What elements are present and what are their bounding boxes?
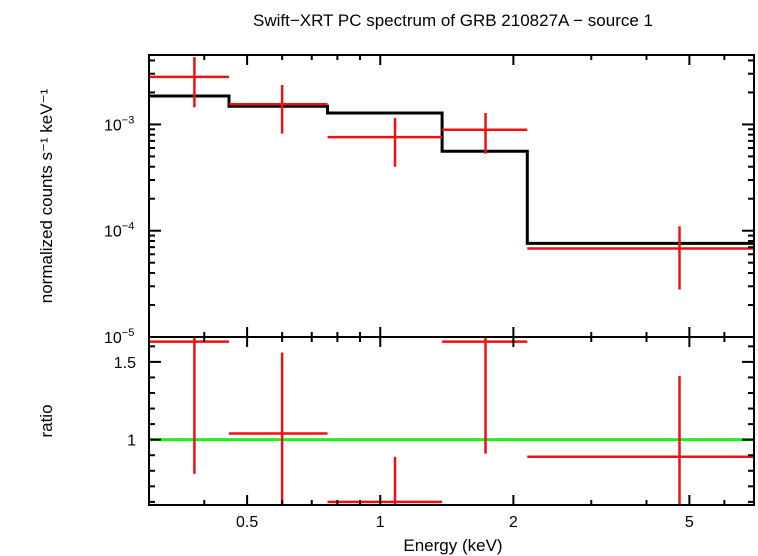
energy-x-tick-label-2: 2	[509, 514, 518, 531]
ratio-y-tick-label-0: 1	[127, 433, 136, 450]
spectrum-frame	[148, 54, 755, 338]
energy-x-tick-labels: 0.5 1 2 5	[236, 514, 694, 531]
ratio-y-tick-label-1: 1.5	[114, 355, 136, 372]
energy-x-tick-label-3: 5	[685, 514, 694, 531]
spectrum-y-tick-label-2: 10−5	[104, 327, 134, 347]
spectrum-y-tick-label-0: 10−3	[104, 114, 134, 134]
ratio-axis-ticks	[148, 337, 755, 505]
energy-x-tick-label-1: 1	[376, 514, 385, 531]
spectrum-data-points	[149, 57, 754, 290]
model-step-path	[149, 94, 754, 245]
spectrum-axis-ticks	[148, 55, 755, 338]
ratio-panel: 11.5 0.5 1 2 5 ratio Energy (keV)	[37, 336, 755, 555]
spectrum-y-tick-label-1: 10−4	[104, 221, 134, 241]
ratio-data-points	[149, 337, 754, 505]
ratio-y-axis-label: ratio	[37, 404, 56, 437]
spectrum-panel: 10−3 10−4 10−5 normalized counts s⁻¹ keV⁻¹	[37, 54, 755, 347]
spectrum-y-tick-labels: 10−3 10−4 10−5	[104, 114, 134, 347]
ratio-y-tick-labels: 11.5	[114, 355, 136, 450]
chart-title: Swift−XRT PC spectrum of GRB 210827A − s…	[253, 11, 653, 30]
spectrum-y-axis-label: normalized counts s⁻¹ keV⁻¹	[37, 88, 56, 303]
model-step-line	[149, 94, 754, 245]
energy-x-tick-label-0: 0.5	[236, 514, 258, 531]
x-axis-label: Energy (keV)	[403, 536, 502, 555]
ratio-frame	[148, 336, 755, 506]
